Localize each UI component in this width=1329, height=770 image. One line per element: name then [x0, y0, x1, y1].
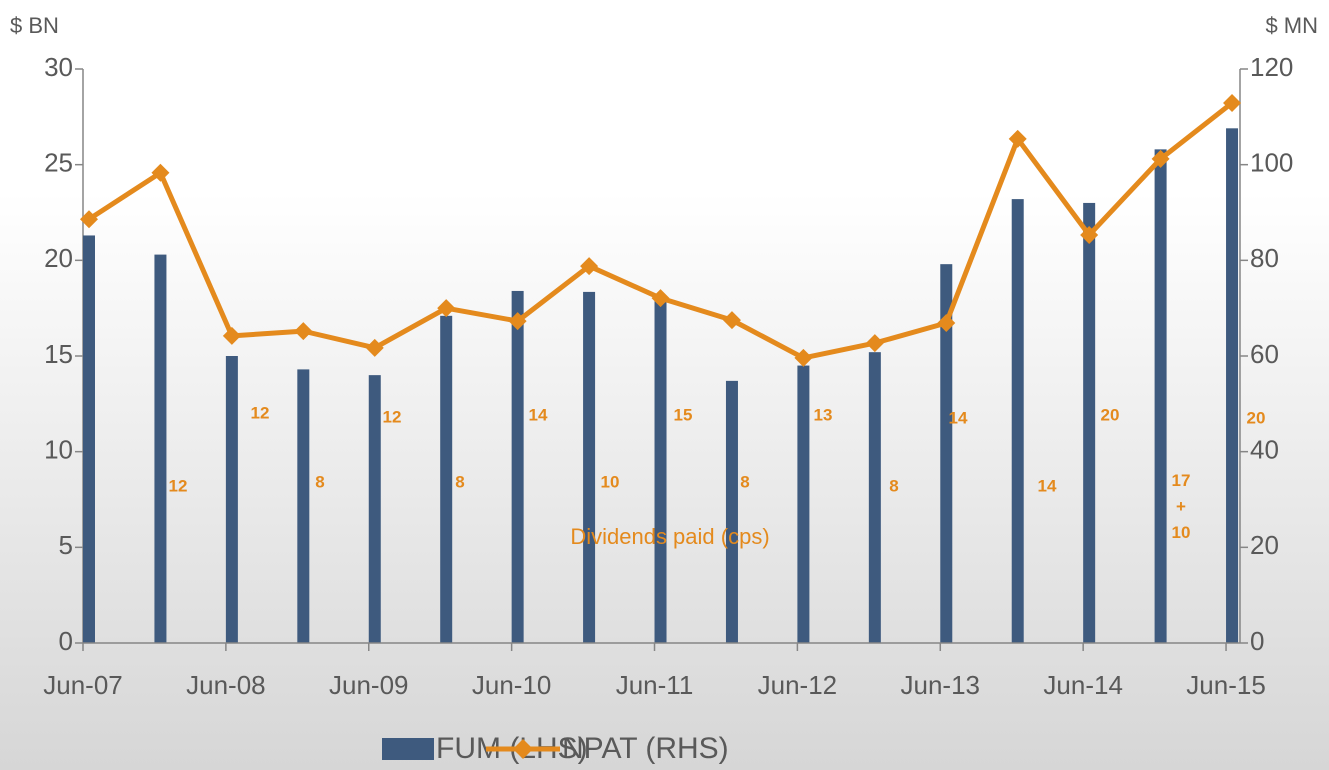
x-tick-label: Jun-11: [616, 670, 694, 700]
y2-tick-label: 120: [1250, 52, 1293, 82]
bar: [654, 298, 667, 643]
x-tick-label: Jun-10: [472, 670, 552, 700]
y-axis-label: $ BN: [10, 13, 59, 38]
bar: [940, 264, 953, 643]
line-marker: [1008, 129, 1027, 148]
bar: [368, 375, 381, 643]
line-marker: [80, 210, 98, 229]
y2-tick-label: 100: [1250, 148, 1293, 178]
line-marker: [1151, 149, 1170, 168]
dividend-label: 14: [949, 408, 968, 427]
line-marker: [437, 299, 456, 318]
dividend-label: 20: [1101, 405, 1120, 424]
y-tick-label: 5: [59, 530, 73, 560]
bar: [1083, 202, 1096, 643]
dividend-label: 8: [889, 476, 898, 495]
dividend-label: 8: [740, 472, 749, 491]
y-tick-label: 25: [44, 148, 73, 178]
x-tick-label: Jun-07: [43, 670, 123, 700]
dividend-label: 12: [383, 407, 402, 426]
x-tick-label: Jun-12: [758, 670, 838, 700]
bar: [1154, 149, 1167, 644]
dividend-label: 17 +10: [1172, 471, 1191, 542]
y-tick-label: 15: [44, 339, 73, 369]
dividend-label: 12: [169, 476, 188, 495]
line-marker: [580, 257, 599, 276]
y2-tick-label: 80: [1250, 243, 1279, 273]
bar: [440, 315, 453, 643]
legend-label: NPAT (RHS): [562, 732, 729, 765]
bar: [154, 254, 167, 644]
line-marker: [651, 289, 670, 308]
dividend-label: 8: [315, 472, 324, 491]
bar: [297, 369, 310, 643]
y-tick-label: 10: [44, 435, 73, 465]
bar: [583, 291, 596, 643]
line-marker: [865, 334, 884, 353]
x-tick-label: Jun-09: [329, 670, 409, 700]
y-tick-label: 30: [44, 52, 73, 82]
line-marker: [937, 313, 956, 332]
dividend-label: 14: [1038, 476, 1057, 495]
legend-swatch: [513, 739, 533, 759]
y-tick-label: 20: [44, 243, 73, 273]
dividend-label: 14: [529, 405, 548, 424]
bar: [511, 290, 524, 643]
line-marker: [1080, 225, 1099, 244]
y2-tick-label: 0: [1250, 626, 1264, 656]
line-marker: [151, 163, 170, 182]
bar: [225, 356, 238, 643]
x-tick-label: Jun-15: [1186, 670, 1266, 700]
y2-tick-label: 60: [1250, 339, 1279, 369]
line-marker: [1223, 93, 1242, 112]
dividend-label: 15: [674, 405, 693, 424]
y2-tick-label: 40: [1250, 435, 1279, 465]
x-tick-label: Jun-13: [901, 670, 981, 700]
line-marker: [794, 348, 813, 367]
y2-tick-label: 20: [1250, 530, 1279, 560]
bar: [797, 365, 810, 643]
line-marker: [508, 312, 527, 331]
line-marker: [365, 338, 384, 357]
line-marker: [222, 326, 241, 345]
dividend-label: 13: [814, 405, 833, 424]
dividend-label: 12: [251, 403, 270, 422]
bar: [868, 352, 881, 643]
bar: [1226, 128, 1239, 643]
x-tick-label: Jun-08: [186, 670, 266, 700]
y2-axis-label: $ MN: [1265, 13, 1318, 38]
dividend-label: 8: [455, 472, 464, 491]
line-marker: [722, 311, 741, 330]
legend-swatch: [382, 738, 434, 760]
x-tick-label: Jun-14: [1043, 670, 1123, 700]
line-marker: [294, 322, 313, 341]
dividend-label: 10: [601, 472, 620, 491]
y-tick-label: 0: [59, 626, 73, 656]
bar: [1011, 199, 1024, 643]
dividends-title: Dividends paid (cps): [570, 524, 769, 549]
bar: [83, 235, 95, 643]
dividend-label: 20: [1247, 408, 1266, 427]
bar: [725, 380, 738, 643]
